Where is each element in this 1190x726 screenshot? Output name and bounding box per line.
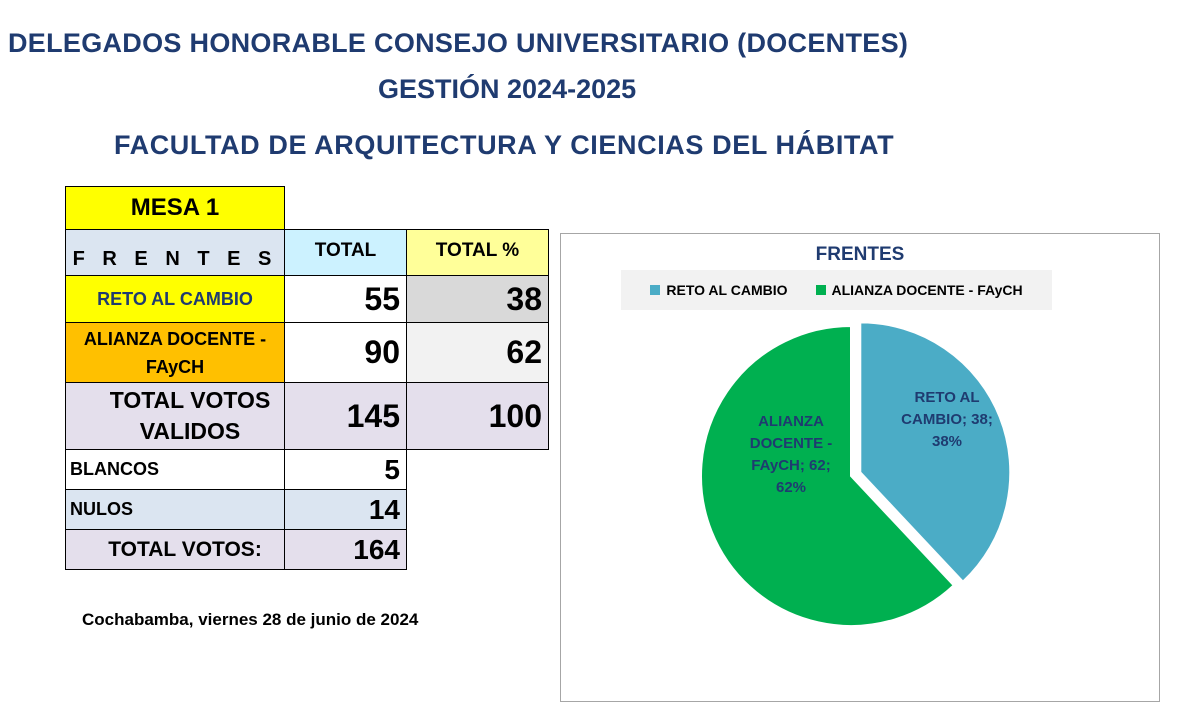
frentes-header: F R E N T E S	[65, 229, 285, 276]
row-reto-pct: 38	[406, 275, 549, 323]
nulos-label: NULOS	[65, 489, 285, 530]
legend-item-reto: RETO AL CAMBIO	[650, 282, 788, 298]
row-reto-label: RETO AL CAMBIO	[65, 275, 285, 323]
valid-votes-total: 145	[284, 382, 407, 450]
data-label-reto: RETO AL CAMBIO; 38; 38%	[901, 389, 993, 450]
total-votos-value: 164	[284, 529, 407, 570]
row-alianza-label: ALIANZA DOCENTE - FAyCH	[65, 322, 285, 383]
legend-item-alianza: ALIANZA DOCENTE - FAyCH	[815, 282, 1023, 298]
legend-label-alianza: ALIANZA DOCENTE - FAyCH	[831, 282, 1023, 298]
valid-votes-label: TOTAL VOTOS VALIDOS	[65, 382, 285, 450]
blancos-value: 5	[284, 449, 407, 490]
total-votos-label: TOTAL VOTOS:	[65, 529, 285, 570]
legend-swatch-alianza	[815, 285, 826, 295]
total-pct-header: TOTAL %	[406, 229, 549, 276]
subtitle-gestion: GESTIÓN 2024-2025	[378, 74, 637, 104]
nulos-value: 14	[284, 489, 407, 530]
row-reto-total: 55	[284, 275, 407, 323]
pie-chart: FRENTES RETO AL CAMBIO ALIANZA DOCENTE -…	[560, 233, 1160, 702]
pie-slice-alianza	[700, 324, 956, 627]
pie-slice-reto	[859, 321, 1012, 584]
legend-label-reto: RETO AL CAMBIO	[666, 282, 788, 298]
footer-date: Cochabamba, viernes 28 de junio de 2024	[82, 610, 419, 629]
row-alianza-pct: 62	[406, 322, 549, 383]
chart-legend: RETO AL CAMBIO ALIANZA DOCENTE - FAyCH	[621, 270, 1052, 310]
blancos-label: BLANCOS	[65, 449, 285, 490]
total-header: TOTAL	[284, 229, 407, 276]
faculty-title: FACULTAD DE ARQUITECTURA Y CIENCIAS DEL …	[114, 130, 895, 160]
mesa-label: MESA 1	[65, 186, 285, 230]
legend-swatch-reto	[650, 285, 661, 295]
valid-votes-pct: 100	[406, 382, 549, 450]
chart-title: FRENTES	[815, 244, 905, 265]
data-label-alianza: ALIANZA DOCENTE -FAyCH; 62; 62%	[750, 413, 833, 496]
main-title: DELEGADOS HONORABLE CONSEJO UNIVERSITARI…	[8, 28, 909, 58]
row-alianza-total: 90	[284, 322, 407, 383]
pie-plot: RETO AL CAMBIO; 38; 38% ALIANZA DOCENTE -FAy…	[700, 321, 1012, 627]
